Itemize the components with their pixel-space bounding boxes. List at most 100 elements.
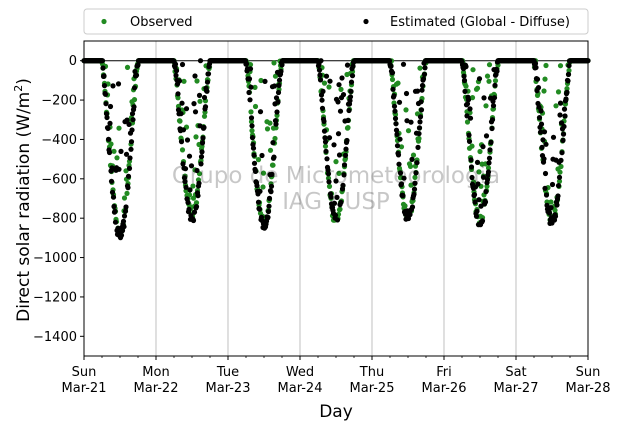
point-1-4-98 <box>418 99 424 105</box>
point-0-0-87 <box>124 64 131 70</box>
point-0-0-81 <box>121 195 128 201</box>
point-1-1-79 <box>192 109 199 115</box>
legend-marker-estimated <box>363 18 369 25</box>
point-1-5-42 <box>462 88 468 94</box>
point-1-5-78 <box>480 144 486 150</box>
point-1-3-76 <box>335 99 341 105</box>
point-0-1-88 <box>197 98 203 104</box>
point-1-4-92 <box>415 144 421 150</box>
point-1-4-35 <box>386 58 393 64</box>
point-1-3-102 <box>348 88 354 94</box>
point-1-0-62 <box>112 208 118 214</box>
point-1-1-97 <box>201 94 208 101</box>
point-0-6-106 <box>566 67 572 74</box>
point-1-0-95 <box>128 139 135 145</box>
point-1-3-69 <box>331 200 338 206</box>
y-tick-label-1: −200 <box>41 94 77 109</box>
point-0-2-84 <box>267 120 273 126</box>
point-0-2-96 <box>273 125 279 131</box>
point-1-0-60 <box>111 203 117 210</box>
y-axis-title-main: Direct solar radiation (W/m <box>14 92 34 322</box>
point-0-6-89 <box>557 63 564 69</box>
point-1-5-68 <box>475 181 481 187</box>
point-1-1-64 <box>185 199 191 205</box>
point-1-3-40 <box>317 72 323 78</box>
point-0-1-80 <box>193 134 199 140</box>
watermark-line-1: Grupo de Micrometeorologia <box>172 163 500 189</box>
point-1-6-39 <box>532 60 539 67</box>
point-1-5-44 <box>463 64 469 70</box>
point-1-2-96 <box>273 121 279 127</box>
point-0-5-90 <box>486 78 492 84</box>
point-0-4-59 <box>398 144 405 150</box>
point-1-3-72 <box>333 178 339 184</box>
point-1-0-75 <box>118 232 125 238</box>
point-1-6-95 <box>560 131 567 137</box>
point-1-6-61 <box>543 192 550 198</box>
point-1-4-94 <box>416 131 422 137</box>
point-1-6-79 <box>552 213 559 219</box>
point-1-3-103 <box>348 79 355 85</box>
legend-label-estimated: Estimated (Global - Diffuse) <box>390 15 570 30</box>
point-0-2-90 <box>270 162 276 168</box>
point-0-5-72 <box>477 148 483 155</box>
point-1-0-68 <box>115 225 121 231</box>
point-1-6-51 <box>538 121 545 127</box>
gridlines <box>155 41 517 356</box>
point-1-6-85 <box>555 183 562 189</box>
point-0-5-56 <box>469 143 475 149</box>
point-1-4-56 <box>397 136 403 142</box>
y-tick-label-7: −1400 <box>33 330 77 345</box>
point-1-5-102 <box>492 82 498 88</box>
point-1-1-58 <box>182 179 188 185</box>
point-1-2-68 <box>259 152 265 159</box>
point-0-5-67 <box>474 85 481 91</box>
point-1-5-40 <box>461 73 467 79</box>
point-1-0-81 <box>121 213 128 219</box>
point-1-2-51 <box>250 145 257 151</box>
point-0-3-58 <box>326 84 332 90</box>
point-1-2-55 <box>252 168 259 174</box>
point-1-5-97 <box>489 117 496 123</box>
point-0-2-46 <box>248 109 254 115</box>
point-0-3-96 <box>345 125 351 131</box>
point-1-0-49 <box>105 136 112 142</box>
x-tick-label-0: Sun Mar-21 <box>62 365 107 396</box>
point-1-3-41 <box>317 77 324 83</box>
legend: Observed Estimated (Global - Diffuse) <box>83 8 589 35</box>
point-1-5-50 <box>466 132 472 138</box>
point-0-3-51 <box>322 143 329 149</box>
point-1-5-56 <box>469 174 475 181</box>
point-1-4-78 <box>408 119 414 125</box>
point-1-4-38 <box>388 63 394 69</box>
point-0-0-54 <box>108 141 114 147</box>
point-0-5-57 <box>469 95 476 101</box>
point-1-0-43 <box>102 91 109 97</box>
point-1-5-84 <box>483 189 489 195</box>
point-0-5-103 <box>492 78 499 84</box>
point-1-1-57 <box>181 175 188 181</box>
point-1-0-80 <box>121 224 127 230</box>
point-1-3-82 <box>338 199 344 205</box>
point-1-4-48 <box>393 121 399 127</box>
point-1-2-43 <box>246 76 253 82</box>
point-1-3-46 <box>320 88 326 94</box>
point-1-1-60 <box>183 184 189 190</box>
point-0-0-101 <box>131 97 138 103</box>
point-0-1-53 <box>179 147 186 153</box>
point-1-3-96 <box>345 117 351 123</box>
point-1-1-89 <box>197 58 204 64</box>
point-1-1-87 <box>196 92 203 98</box>
point-0-1-56 <box>181 78 187 84</box>
point-1-5-71 <box>476 76 483 82</box>
point-0-6-78 <box>552 207 558 213</box>
point-1-1-102 <box>204 88 210 94</box>
point-0-1-81 <box>193 200 200 206</box>
point-0-3-59 <box>326 183 333 189</box>
point-0-2-79 <box>264 126 271 132</box>
point-1-4-47 <box>392 115 399 122</box>
point-0-6-87 <box>556 178 563 184</box>
point-1-1-55 <box>180 127 187 133</box>
point-1-1-59 <box>182 166 189 172</box>
point-1-2-37 <box>243 61 250 67</box>
